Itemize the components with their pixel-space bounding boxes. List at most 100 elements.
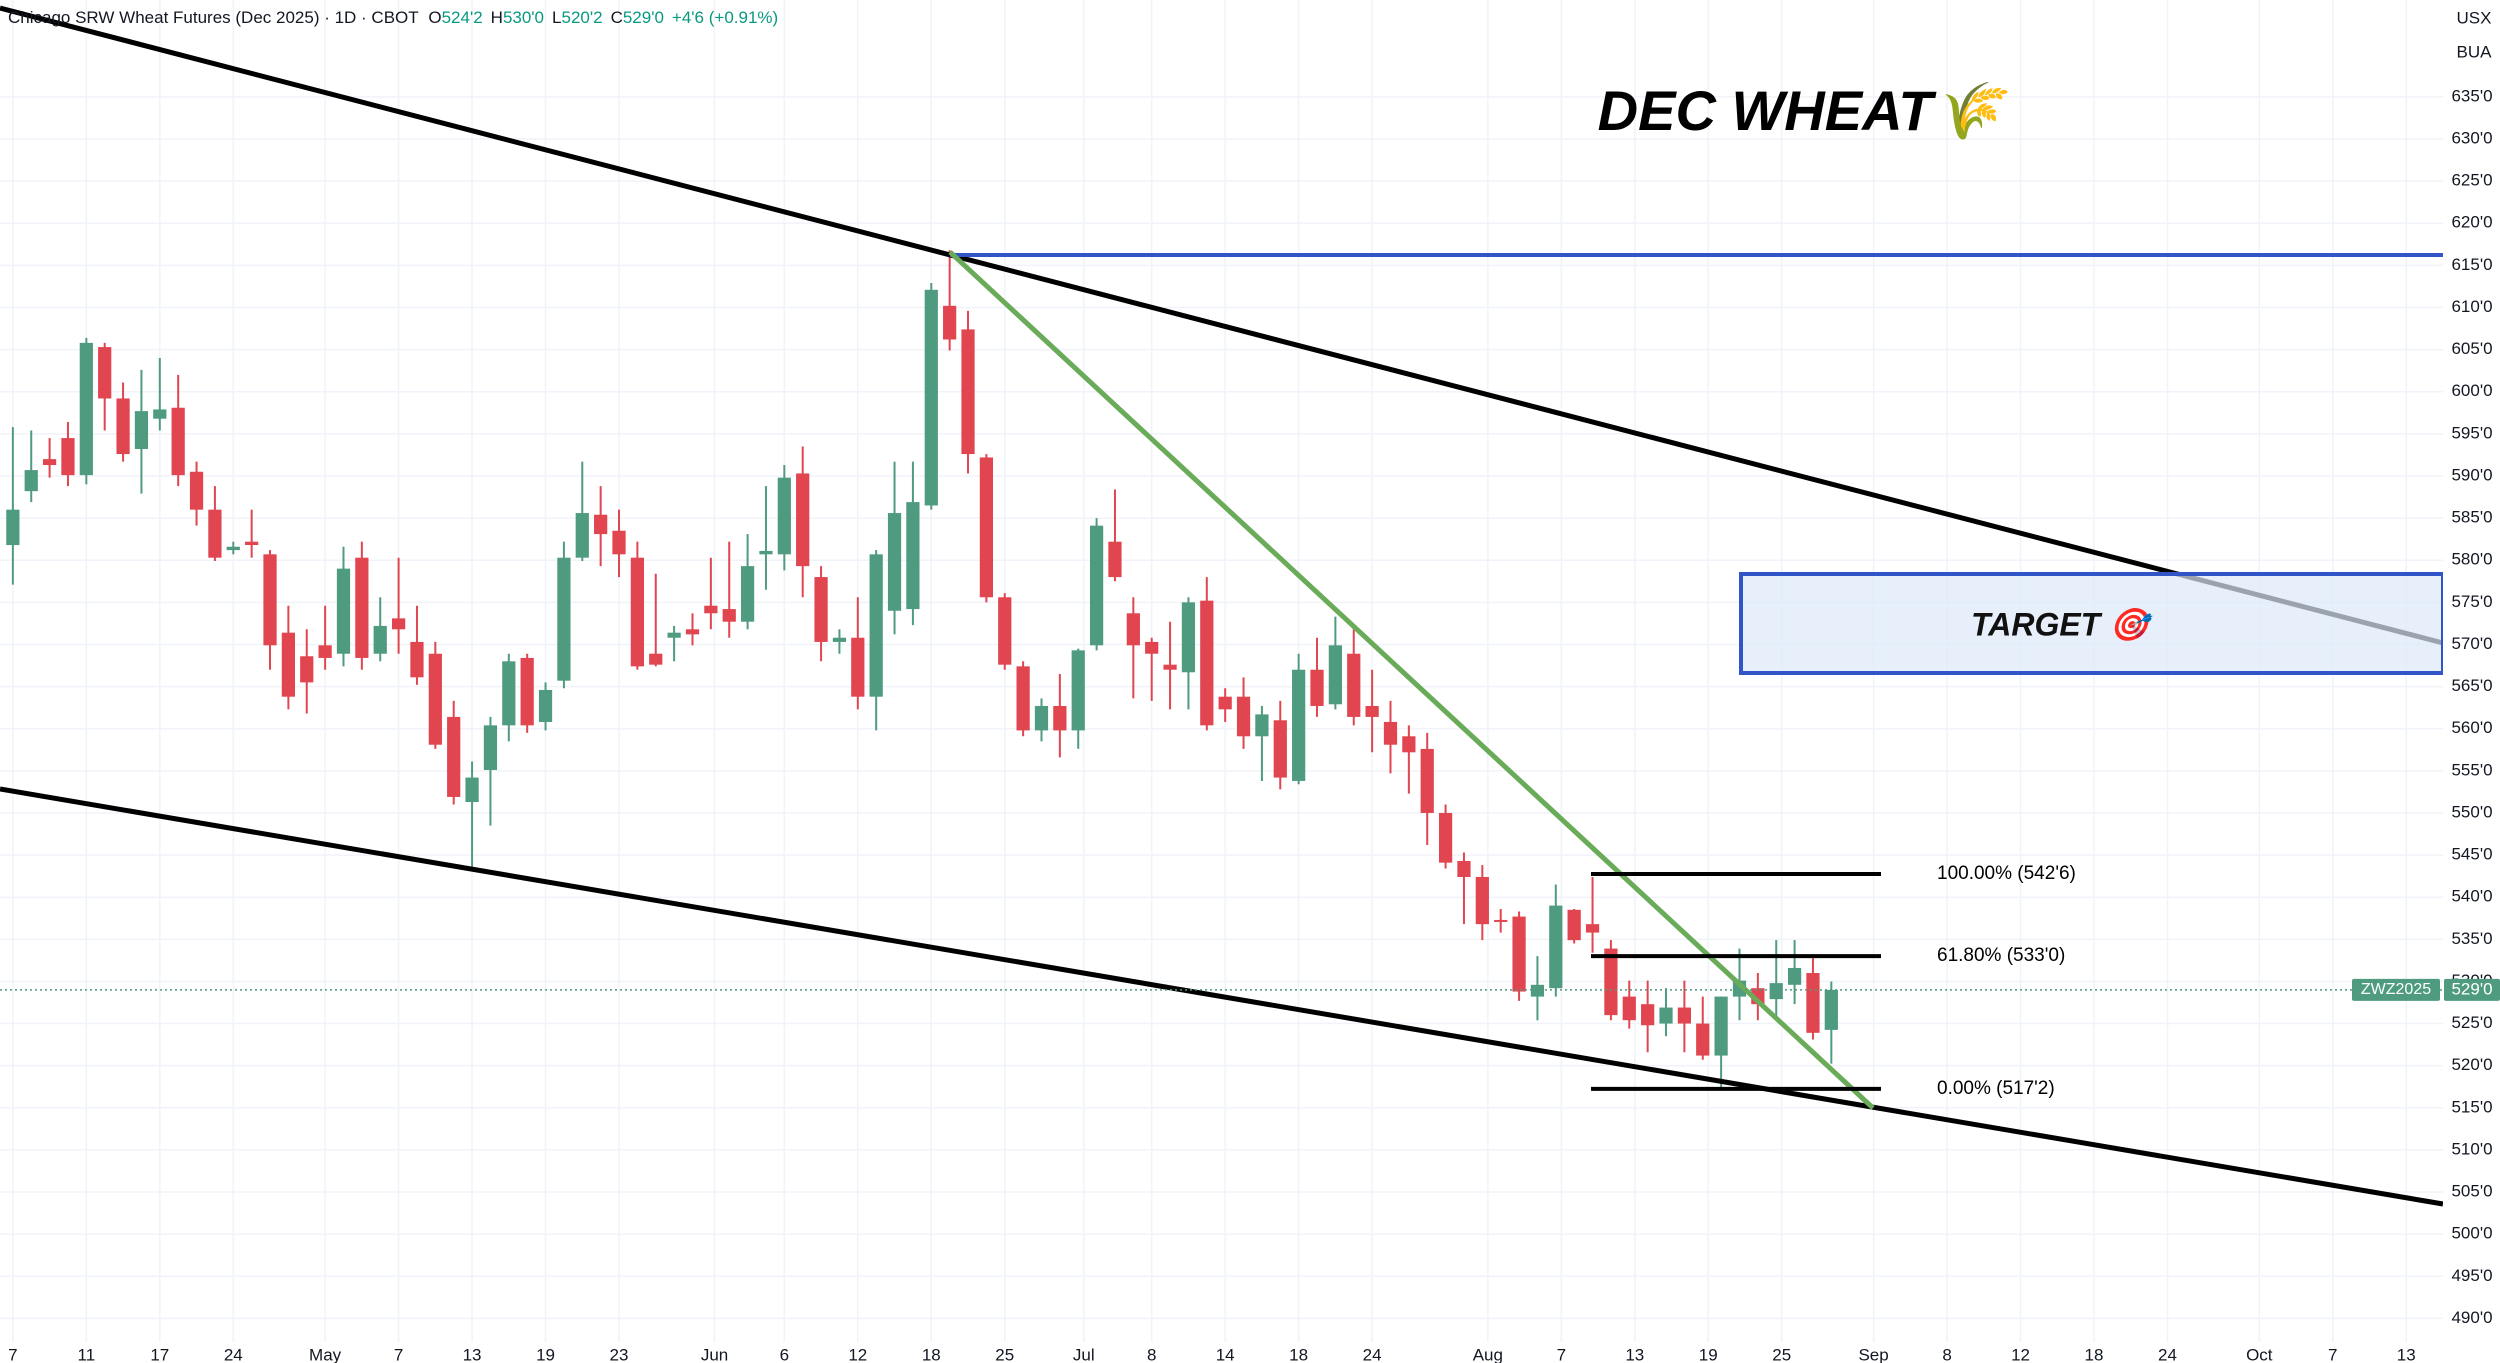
candle-body bbox=[483, 725, 498, 770]
candle-body bbox=[373, 625, 387, 654]
symbol-tag-box bbox=[2352, 978, 2440, 1001]
y-tick-label: 605'0 bbox=[2451, 339, 2492, 358]
candle-body bbox=[612, 530, 626, 555]
candle-body bbox=[796, 473, 810, 567]
x-tick-label: 12 bbox=[848, 1345, 867, 1363]
candle-body bbox=[300, 656, 314, 683]
candle-body bbox=[961, 329, 975, 455]
symbol-tag: ZWZ2025 bbox=[2361, 981, 2431, 998]
candle-body bbox=[1622, 996, 1636, 1021]
candle-body bbox=[924, 289, 938, 506]
candle-body bbox=[428, 653, 442, 745]
y-tick-label: 565'0 bbox=[2451, 676, 2492, 695]
candle-body bbox=[1053, 705, 1067, 731]
candle-body bbox=[1806, 973, 1820, 1033]
candle-body bbox=[575, 513, 589, 558]
x-tick-label: Oct bbox=[2246, 1345, 2273, 1363]
y-tick-label: 545'0 bbox=[2451, 845, 2492, 864]
x-tick-label: 8 bbox=[1147, 1345, 1156, 1363]
x-tick-label: 25 bbox=[1772, 1345, 1791, 1363]
candle-body bbox=[832, 637, 847, 642]
x-tick-label: 23 bbox=[610, 1345, 629, 1363]
candle-body bbox=[6, 509, 20, 546]
ohlc-value: 520'2 bbox=[561, 8, 602, 27]
candle-body bbox=[722, 609, 736, 622]
candle-body bbox=[263, 554, 277, 646]
candle-body bbox=[630, 557, 644, 667]
candle-body bbox=[1549, 905, 1563, 989]
x-tick-label: 18 bbox=[1289, 1345, 1308, 1363]
y-tick-label: 600'0 bbox=[2451, 381, 2492, 400]
y-tick-label: 515'0 bbox=[2451, 1097, 2492, 1116]
x-tick-label: 6 bbox=[780, 1345, 789, 1363]
candle-body bbox=[465, 777, 479, 802]
candle-body bbox=[1585, 924, 1600, 933]
fib-label: 61.80% (533'0) bbox=[1937, 945, 2065, 966]
candle-body bbox=[1530, 984, 1545, 997]
x-tick-label: May bbox=[309, 1345, 342, 1363]
candle-body bbox=[1475, 876, 1489, 925]
candle-body bbox=[502, 661, 516, 726]
candle-body bbox=[1512, 916, 1526, 992]
ohlc-key: L bbox=[552, 8, 561, 27]
candle-body bbox=[1696, 1023, 1710, 1056]
candle-body bbox=[1365, 705, 1379, 717]
y-tick-label: 550'0 bbox=[2451, 802, 2492, 821]
y-tick-label: 505'0 bbox=[2451, 1182, 2492, 1201]
x-tick-label: 7 bbox=[8, 1345, 17, 1363]
candle-body bbox=[777, 477, 791, 555]
y-tick-label: 625'0 bbox=[2451, 171, 2492, 190]
y-tick-label: 610'0 bbox=[2451, 297, 2492, 316]
candle-body bbox=[1328, 645, 1342, 705]
price-tag-box bbox=[2444, 978, 2500, 1001]
x-tick-label: 14 bbox=[1216, 1345, 1235, 1363]
candle-body bbox=[1126, 613, 1140, 646]
candle-body bbox=[1604, 948, 1618, 1016]
downtrend-line bbox=[948, 250, 1875, 1110]
candle-body bbox=[1200, 600, 1214, 726]
y-tick-label: 570'0 bbox=[2451, 634, 2492, 653]
x-tick-label: Aug bbox=[1473, 1345, 1503, 1363]
candle-body bbox=[42, 459, 57, 466]
candle-body bbox=[1108, 541, 1122, 578]
currency: USX bbox=[2457, 8, 2492, 27]
y-tick-label: 590'0 bbox=[2451, 465, 2492, 484]
y-tick-label: 540'0 bbox=[2451, 887, 2492, 906]
candle-body bbox=[667, 632, 681, 638]
candle-body bbox=[1494, 919, 1508, 922]
candle-body bbox=[1457, 860, 1471, 877]
candle-body bbox=[1641, 1004, 1655, 1026]
candle-body bbox=[153, 409, 167, 419]
price-axis bbox=[2443, 0, 2500, 1363]
candle-body bbox=[740, 566, 755, 622]
axes: 490'0 495'0 500'0 505'0 510'0 515'0 520'0 525'0… bbox=[8, 86, 2500, 1363]
x-tick-label: 18 bbox=[2085, 1345, 2104, 1363]
x-tick-label: 25 bbox=[995, 1345, 1014, 1363]
candle-body bbox=[649, 653, 663, 665]
candle-body bbox=[1273, 720, 1287, 778]
candle-body bbox=[1347, 653, 1361, 717]
x-tick-label: 24 bbox=[1363, 1345, 1382, 1363]
candle-body bbox=[851, 637, 865, 697]
y-tick-label: 490'0 bbox=[2451, 1308, 2492, 1327]
x-tick-label: 17 bbox=[150, 1345, 169, 1363]
upper-channel-line bbox=[0, 5, 2444, 646]
x-tick-label: 8 bbox=[1942, 1345, 1951, 1363]
candle-body bbox=[1255, 714, 1269, 737]
candle-body bbox=[24, 470, 38, 492]
fib-levels: 100.00% (542'6) 61.80% (533'0) 0.00% (517'… bbox=[0, 863, 2443, 1099]
candle-body bbox=[1659, 1007, 1673, 1024]
candle-body bbox=[281, 632, 295, 697]
candle-body bbox=[520, 657, 534, 726]
candle-body bbox=[1677, 1007, 1691, 1024]
candle-body bbox=[685, 629, 700, 635]
candle-body bbox=[1145, 641, 1159, 654]
x-tick-label: 13 bbox=[1625, 1345, 1644, 1363]
fib-label: 0.00% (517'2) bbox=[1937, 1078, 2055, 1099]
x-tick-label: 7 bbox=[394, 1345, 403, 1363]
candle-body bbox=[869, 554, 883, 697]
x-tick-label: 13 bbox=[2397, 1345, 2416, 1363]
legend: Chicago SRW Wheat Futures (Dec 2025) · 1… bbox=[8, 8, 778, 27]
x-tick-label: 13 bbox=[463, 1345, 482, 1363]
x-tick-label: 19 bbox=[1699, 1345, 1718, 1363]
